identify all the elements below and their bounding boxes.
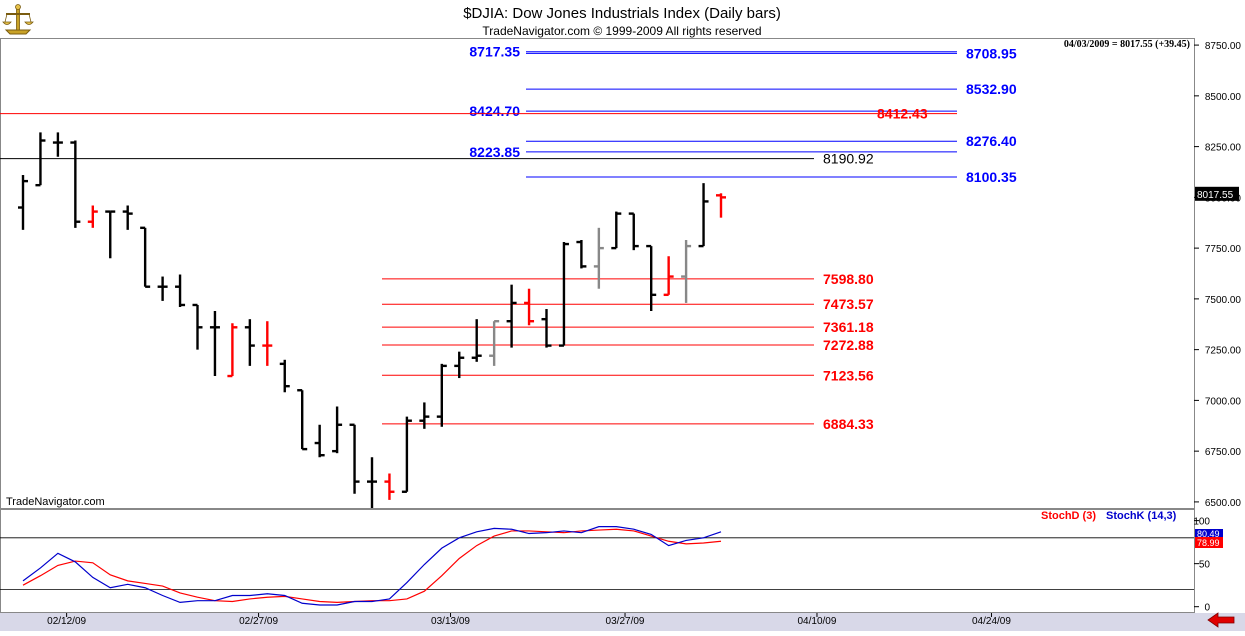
date-tick-label: 03/27/09 bbox=[606, 616, 645, 627]
ohlc-bar bbox=[489, 320, 500, 366]
last-quote-readout: 04/03/2009 = 8017.55 (+39.45) bbox=[1064, 39, 1190, 50]
oscillator-panel-frame bbox=[0, 509, 1195, 613]
ohlc-bar bbox=[401, 416, 412, 493]
ohlc-bar bbox=[663, 256, 674, 297]
ohlc-bar bbox=[698, 183, 709, 248]
price-tick-label: 7250.00 bbox=[1205, 346, 1242, 357]
stochk-line bbox=[22, 526, 722, 606]
price-tick-label: 6750.00 bbox=[1205, 447, 1242, 458]
stochk-value-label: 80.49 bbox=[1197, 529, 1220, 539]
price-panel-frame bbox=[0, 38, 1195, 509]
ohlc-bar bbox=[349, 423, 360, 494]
ohlc-bar bbox=[419, 402, 430, 429]
date-axis-strip bbox=[0, 613, 1245, 631]
ohlc-bar bbox=[244, 319, 255, 366]
stoch-tick-label: 0 bbox=[1204, 603, 1210, 614]
ohlc-bar bbox=[646, 244, 657, 312]
price-tick-label: 8500.00 bbox=[1205, 92, 1242, 103]
ohlc-bar bbox=[297, 389, 308, 451]
ohlc-bar bbox=[541, 309, 552, 348]
price-tick-label: 8250.00 bbox=[1205, 143, 1242, 154]
stochd-legend: StochD (3) bbox=[1041, 510, 1096, 522]
level-label-s3: 7361.18 bbox=[823, 319, 874, 335]
ohlc-bar bbox=[18, 175, 28, 230]
ohlc-bar bbox=[175, 274, 186, 307]
ohlc-bar bbox=[384, 473, 395, 500]
last-price-label: 8017.55 bbox=[1197, 190, 1234, 201]
price-axis-strip bbox=[1195, 38, 1245, 613]
chart-title: $DJIA: Dow Jones Industrials Index (Dail… bbox=[463, 5, 781, 22]
level-label-s6: 6884.33 bbox=[823, 416, 874, 432]
ohlc-bar bbox=[558, 242, 569, 347]
ohlc-bar bbox=[279, 359, 290, 393]
level-label-r7: 8223.85 bbox=[469, 144, 520, 160]
level-label-r9: 8100.35 bbox=[966, 169, 1017, 185]
level-label-r6: 8276.40 bbox=[966, 133, 1017, 149]
ohlc-bar bbox=[192, 303, 203, 350]
ohlc-bar bbox=[436, 363, 447, 427]
ohlc-bar bbox=[262, 321, 273, 366]
stochk-value-box bbox=[1195, 529, 1223, 539]
ohlc-bar bbox=[716, 193, 726, 218]
ohlc-bar bbox=[593, 227, 604, 289]
ohlc-bar bbox=[576, 240, 587, 269]
watermark-text: TradeNavigator.com bbox=[6, 496, 105, 508]
level-label-s4: 7272.88 bbox=[823, 337, 874, 353]
price-tick-label: 7000.00 bbox=[1205, 396, 1242, 407]
ohlc-bar bbox=[454, 351, 465, 379]
last-price-box bbox=[1195, 186, 1239, 201]
stochk-legend: StochK (14,3) bbox=[1106, 510, 1177, 522]
date-tick-label: 04/10/09 bbox=[798, 616, 837, 627]
level-label-r1: 8717.35 bbox=[469, 44, 520, 60]
level-label-r3: 8532.90 bbox=[966, 81, 1017, 97]
date-tick-label: 02/27/09 bbox=[239, 616, 278, 627]
date-tick-label: 03/13/09 bbox=[431, 616, 470, 627]
stoch-tick-label: 50 bbox=[1199, 560, 1211, 571]
ohlc-bar bbox=[122, 205, 133, 230]
stochd-value-label: 78.99 bbox=[1197, 538, 1220, 548]
date-tick-label: 02/12/09 bbox=[47, 616, 86, 627]
level-label-s2: 7473.57 bbox=[823, 296, 874, 312]
date-tick-label: 04/24/09 bbox=[972, 616, 1011, 627]
ohlc-bar bbox=[506, 284, 517, 348]
stoch-tick-label: 100 bbox=[1193, 517, 1210, 528]
level-label-r4: 8424.70 bbox=[469, 103, 520, 119]
ohlc-bar bbox=[332, 406, 343, 454]
stochd-line bbox=[22, 528, 722, 603]
ohlc-bar bbox=[157, 276, 168, 301]
ohlc-bar bbox=[524, 288, 535, 326]
ohlc-bar bbox=[227, 323, 238, 378]
stochd-value-box bbox=[1195, 537, 1223, 548]
price-tick-label: 7750.00 bbox=[1205, 244, 1242, 255]
level-label-s1: 7598.80 bbox=[823, 271, 874, 287]
red-left-arrow-icon[interactable] bbox=[1207, 612, 1235, 628]
ohlc-bar bbox=[314, 424, 325, 458]
price-tick-label: 6500.00 bbox=[1205, 498, 1242, 509]
ohlc-bar bbox=[105, 210, 116, 259]
ohlc-bar bbox=[628, 212, 639, 251]
level-label-s5: 7123.56 bbox=[823, 367, 874, 383]
ohlc-bar bbox=[87, 205, 98, 228]
level-label-r2: 8708.95 bbox=[966, 45, 1017, 61]
price-tick-label: 8750.00 bbox=[1205, 41, 1242, 52]
ohlc-bar bbox=[70, 140, 81, 228]
level-label-r5: 8412.43 bbox=[877, 106, 928, 122]
ohlc-bar bbox=[35, 132, 46, 187]
ohlc-bar bbox=[140, 226, 151, 288]
ohlc-bar bbox=[367, 457, 377, 508]
ohlc-bar bbox=[611, 211, 622, 250]
chart-subtitle: TradeNavigator.com © 1999-2009 All right… bbox=[482, 24, 761, 38]
price-tick-label: 7500.00 bbox=[1205, 295, 1242, 306]
ohlc-bar bbox=[52, 132, 63, 157]
level-label-r8: 8190.92 bbox=[823, 151, 874, 167]
ohlc-bar bbox=[471, 319, 482, 362]
ohlc-bar bbox=[681, 240, 692, 303]
ohlc-bar bbox=[209, 311, 220, 377]
brass-scale-logo-icon[interactable] bbox=[2, 4, 34, 35]
